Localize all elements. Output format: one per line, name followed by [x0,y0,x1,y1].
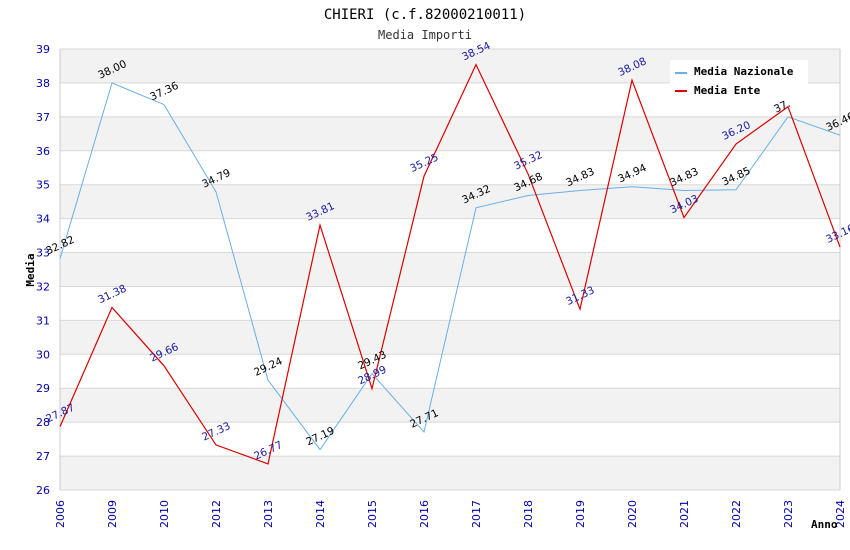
grid-band [60,116,840,151]
y-tick-label: 30 [36,348,50,361]
y-tick-label: 27 [36,450,50,463]
x-tick-label: 2017 [470,500,483,528]
x-tick-label: 2019 [574,500,587,528]
grid-band [60,218,840,253]
x-tick-label: 2009 [106,500,119,528]
y-tick-label: 29 [36,382,50,395]
y-tick-label: 34 [36,213,50,226]
grid-band [60,354,840,389]
x-tick-label: 2024 [834,500,847,528]
grid-bands [60,49,840,490]
x-tick-label: 2021 [678,500,691,528]
x-axis-label: Anno [811,518,838,531]
series-lines [59,63,841,465]
grid-band [60,252,840,287]
x-tick-label: 2022 [730,500,743,528]
legend-label-media-ente: Media Ente [694,84,761,97]
x-tick-label: 2010 [158,500,171,528]
x-axis-ticks: 2006 2009 2010 2012 2013 2014 2015 2016 2017 2018… [54,500,847,528]
y-tick-label: 26 [36,484,50,497]
x-tick-label: 2015 [366,500,379,528]
legend: Media Nazionale Media Ente [670,60,808,100]
y-tick-label: 37 [36,111,50,124]
grid-band [60,388,840,423]
x-tick-label: 2023 [782,500,795,528]
legend-label-media-nazionale: Media Nazionale [694,65,794,78]
x-tick-label: 2020 [626,500,639,528]
y-tick-label: 33 [36,247,50,260]
y-axis-ticks: 26 27 28 29 30 31 32 33 34 35 36 37 38 39 [36,43,50,497]
x-tick-label: 2016 [418,500,431,528]
grid-band [60,150,840,185]
legend-background [670,60,808,100]
y-tick-label: 28 [36,416,50,429]
grid-band [60,286,840,321]
chart-title: CHIERI (c.f.82000210011) [324,7,526,23]
chart-subtitle: Media Importi [378,28,472,42]
grid-band [60,320,840,355]
x-tick-label: 2012 [210,500,223,528]
x-tick-label: 2013 [262,500,275,528]
y-tick-label: 36 [36,145,50,158]
y-axis-label: Media [24,253,37,286]
series-line-media-ente [59,63,841,465]
x-tick-label: 2006 [54,500,67,528]
y-tick-label: 32 [36,280,50,293]
grid-lines [59,48,841,491]
y-tick-label: 35 [36,179,50,192]
grid-band [60,456,840,490]
y-tick-label: 31 [36,314,50,327]
y-tick-label: 39 [36,43,50,56]
x-tick-label: 2014 [314,500,327,528]
series-line-media-nazionale [59,82,841,451]
x-tick-label: 2018 [522,500,535,528]
y-tick-label: 38 [36,77,50,90]
grid-band [60,422,840,457]
